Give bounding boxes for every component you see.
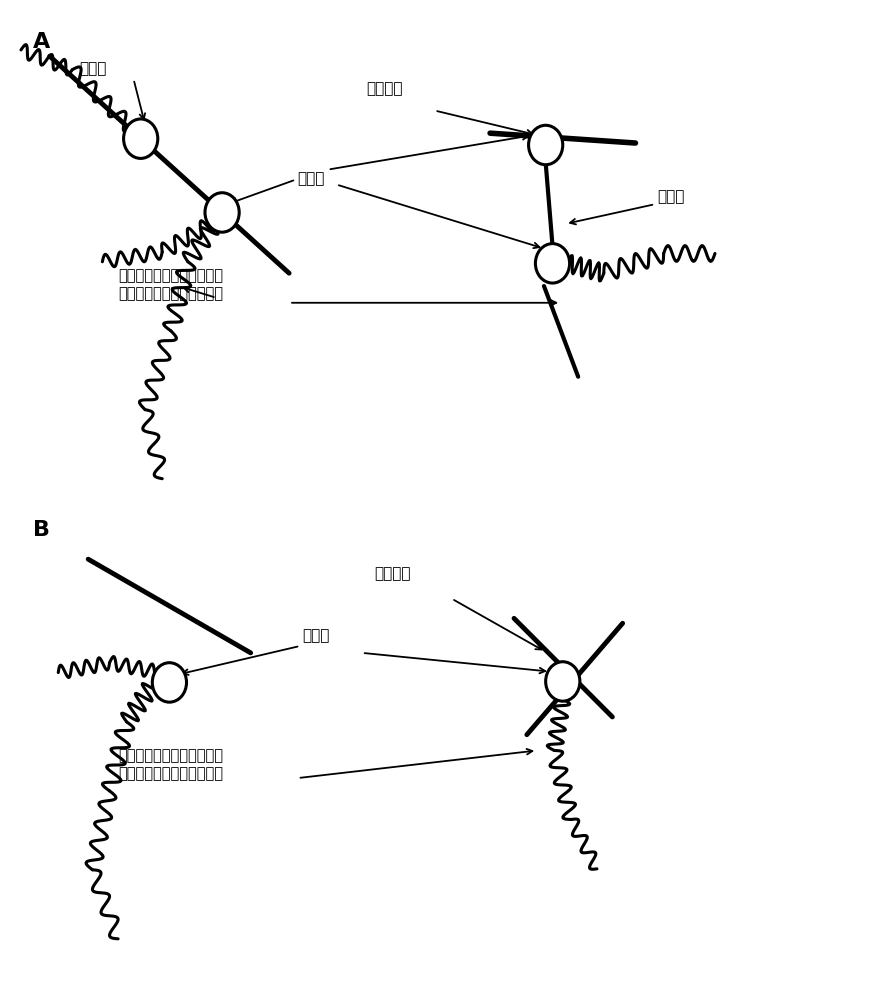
Text: 连接子: 连接子 <box>80 61 107 76</box>
Text: 缀合点: 缀合点 <box>302 628 329 643</box>
Circle shape <box>123 119 158 158</box>
Text: 连接子: 连接子 <box>657 189 684 204</box>
Circle shape <box>546 662 580 701</box>
Text: 靶向配体: 靶向配体 <box>366 81 402 96</box>
Circle shape <box>152 663 187 702</box>
Text: A: A <box>33 32 50 52</box>
Circle shape <box>535 244 569 283</box>
Text: 靶向配体: 靶向配体 <box>375 566 411 581</box>
Text: B: B <box>33 520 50 540</box>
Circle shape <box>528 125 563 165</box>
Text: 有效负载（例如，蛋白质、
核酸、核糖核蛋白复合物）: 有效负载（例如，蛋白质、 核酸、核糖核蛋白复合物） <box>118 268 223 301</box>
Text: 有效负载（例如，蛋白质、
核酸、核糖核蛋白复合物）: 有效负载（例如，蛋白质、 核酸、核糖核蛋白复合物） <box>118 748 223 781</box>
Text: 缀合点: 缀合点 <box>298 171 325 186</box>
Circle shape <box>205 193 239 232</box>
